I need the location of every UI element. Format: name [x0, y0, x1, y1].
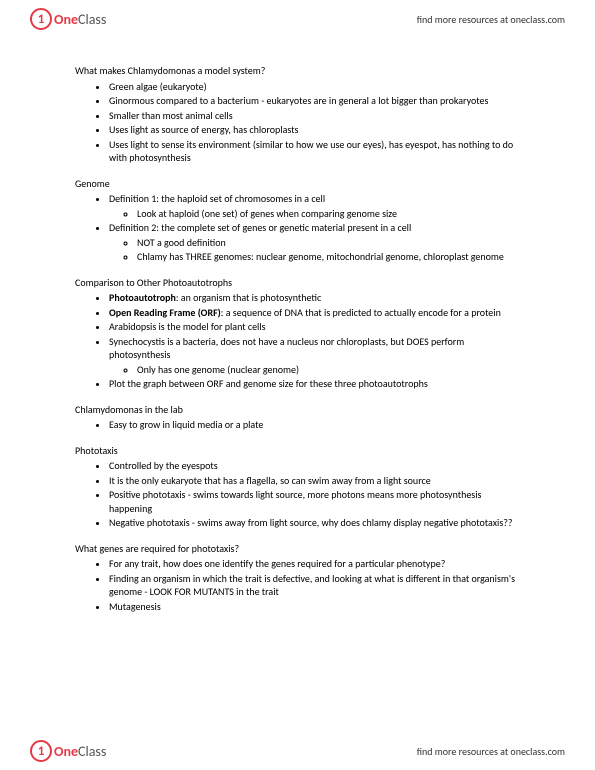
find-more-link-bottom[interactable]: find more resources at oneclass.com: [417, 745, 565, 758]
list-item: Chlamy has THREE genomes: nuclear genome…: [137, 250, 520, 264]
list-item: Negative phototaxis - swims away from li…: [109, 516, 520, 530]
bullet-list: Photoautotroph: an organism that is phot…: [75, 291, 520, 391]
list-item: Arabidopsis is the model for plant cells: [109, 320, 520, 334]
list-item: Positive phototaxis - swims towards ligh…: [109, 488, 520, 515]
header: 1 OneClass find more resources at onecla…: [0, 0, 595, 34]
list-item: Definition 2: the complete set of genes …: [109, 221, 520, 264]
bullet-list: For any trait, how does one identify the…: [75, 557, 520, 613]
list-item: Easy to grow in liquid media or a plate: [109, 418, 520, 432]
document-body: What makes Chlamydomonas a model system?…: [0, 34, 595, 624]
logo-icon: 1: [30, 8, 52, 30]
list-item: Plot the graph between ORF and genome si…: [109, 377, 520, 391]
bullet-list: Green algae (eukaryote)Ginormous compare…: [75, 80, 520, 165]
list-item: Photoautotroph: an organism that is phot…: [109, 291, 520, 305]
list-item: Only has one genome (nuclear genome): [137, 363, 520, 377]
section-title: Genome: [75, 177, 520, 191]
sub-bullet-list: NOT a good definitionChlamy has THREE ge…: [109, 236, 520, 264]
list-item: Finding an organism in which the trait i…: [109, 572, 520, 599]
list-item: Open Reading Frame (ORF): a sequence of …: [109, 306, 520, 320]
logo-icon: 1: [30, 740, 52, 762]
section-title: Phototaxis: [75, 444, 520, 458]
list-item: Green algae (eukaryote): [109, 80, 520, 94]
footer: 1 OneClass find more resources at onecla…: [0, 736, 595, 766]
list-item: It is the only eukaryote that has a flag…: [109, 474, 520, 488]
section-title: Comparison to Other Photoautotrophs: [75, 276, 520, 290]
list-item: Synechocystis is a bacteria, does not ha…: [109, 335, 520, 377]
bullet-list: Controlled by the eyespotsIt is the only…: [75, 459, 520, 530]
section-title: What makes Chlamydomonas a model system?: [75, 64, 520, 78]
find-more-link-top[interactable]: find more resources at oneclass.com: [417, 13, 565, 26]
logo-footer: 1 OneClass: [30, 740, 106, 762]
bullet-list: Definition 1: the haploid set of chromos…: [75, 192, 520, 264]
list-item: Uses light as source of energy, has chlo…: [109, 123, 520, 137]
list-item: Look at haploid (one set) of genes when …: [137, 207, 520, 221]
section-title: What genes are required for phototaxis?: [75, 542, 520, 556]
list-item: Smaller than most animal cells: [109, 109, 520, 123]
list-item: Mutagenesis: [109, 600, 520, 614]
list-item: For any trait, how does one identify the…: [109, 557, 520, 571]
list-item: Ginormous compared to a bacterium - euka…: [109, 94, 520, 108]
list-item: Controlled by the eyespots: [109, 459, 520, 473]
logo: 1 OneClass: [30, 8, 106, 30]
sub-bullet-list: Look at haploid (one set) of genes when …: [109, 207, 520, 221]
sub-bullet-list: Only has one genome (nuclear genome): [109, 363, 520, 377]
list-item: Definition 1: the haploid set of chromos…: [109, 192, 520, 220]
logo-text: OneClass: [54, 743, 106, 760]
bullet-list: Easy to grow in liquid media or a plate: [75, 418, 520, 432]
list-item: Uses light to sense its environment (sim…: [109, 138, 520, 165]
section-title: Chlamydomonas in the lab: [75, 403, 520, 417]
logo-text: OneClass: [54, 11, 106, 28]
list-item: NOT a good definition: [137, 236, 520, 250]
